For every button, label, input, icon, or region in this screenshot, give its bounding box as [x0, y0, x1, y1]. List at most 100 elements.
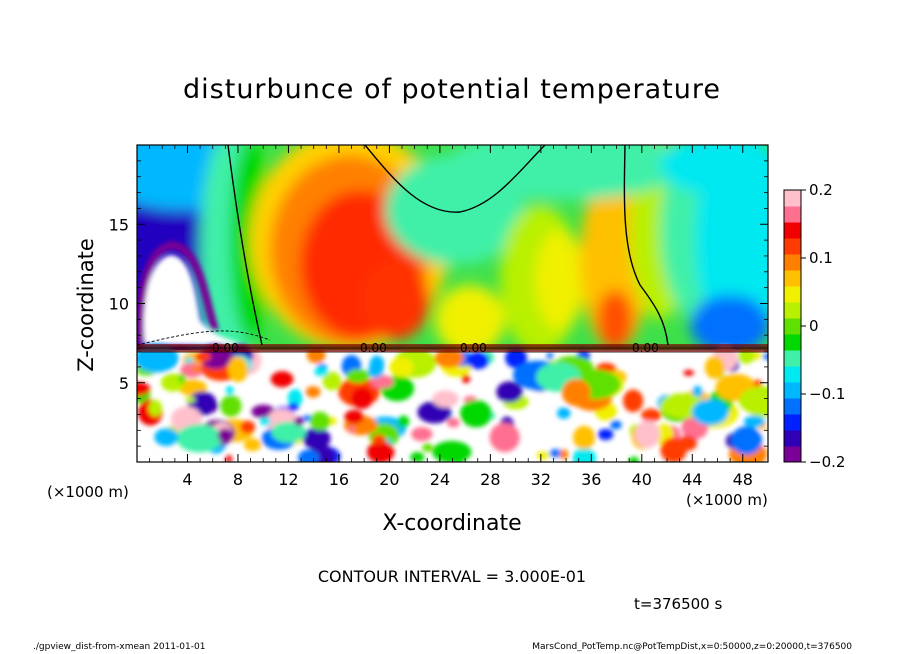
lower-patch	[148, 399, 163, 417]
lower-patch	[447, 417, 460, 428]
footer-left: ./gpview_dist-from-xmean 2011-01-01	[33, 642, 206, 652]
lower-patch	[461, 374, 471, 384]
colorbar-swatch	[784, 318, 801, 335]
colorbar-swatch	[784, 414, 801, 431]
lower-patch	[368, 363, 384, 379]
lower-patch	[195, 351, 211, 362]
interface-band	[137, 344, 768, 352]
colorbar-swatch	[784, 222, 801, 239]
field-blob	[445, 145, 685, 200]
lower-patch	[573, 425, 596, 450]
lower-patch	[220, 395, 242, 417]
lower-patch	[572, 447, 596, 462]
x-unit-left: (×1000 m)	[47, 483, 129, 501]
lower-patch	[372, 434, 386, 445]
lower-patch	[397, 415, 410, 428]
contour-lines	[137, 145, 669, 346]
time-stamp: t=376500 s	[634, 595, 723, 613]
lower-patch	[344, 409, 364, 425]
colorbar-swatch	[784, 350, 801, 367]
field-blob	[360, 260, 430, 340]
colorbar-swatch	[784, 238, 801, 255]
lower-patch	[628, 456, 640, 462]
lower-patch	[260, 417, 271, 426]
x-ticks: 4 8 12 16 20 24 28 32 36 40 44 48	[149, 145, 756, 489]
lower-patch	[683, 369, 695, 376]
contour-line	[623, 145, 669, 346]
lower-patch	[561, 378, 591, 407]
field-blob	[597, 290, 633, 350]
lower-patch	[641, 408, 662, 422]
field-blob	[435, 285, 505, 355]
colorbar-tick-label: 0	[809, 317, 819, 335]
lower-patch	[137, 382, 151, 396]
footer-right: MarsCond_PotTemp.nc@PotTempDist,x=0:5000…	[532, 642, 852, 652]
colorbar-swatch	[784, 270, 801, 287]
x-tick-label: 8	[233, 470, 243, 489]
lower-patch	[411, 427, 433, 442]
lower-patch	[546, 352, 554, 359]
lower-patch	[635, 420, 660, 449]
contour-label: 0.00	[360, 341, 387, 355]
lower-patch	[225, 455, 233, 462]
lower-patch	[287, 388, 303, 408]
lower-layer	[137, 344, 768, 462]
x-tick-label: 16	[329, 470, 349, 489]
x-tick-label: 44	[682, 470, 702, 489]
lower-patch	[294, 416, 304, 426]
purple-rim	[137, 240, 219, 346]
lower-patch	[738, 386, 768, 416]
lower-patch	[559, 449, 569, 460]
x-tick-label: 4	[182, 470, 192, 489]
x-unit-right: (×1000 m)	[686, 491, 768, 509]
lower-patch	[753, 379, 762, 387]
lower-patch	[240, 420, 256, 434]
lower-patch	[422, 443, 433, 452]
lower-patch	[660, 437, 687, 462]
lower-patch	[762, 353, 768, 360]
colorbar-tick-label: −0.2	[809, 453, 845, 471]
lower-patch	[496, 381, 523, 403]
contour-label: 0.00	[212, 341, 239, 355]
lower-patch	[410, 452, 425, 462]
contour-line	[364, 145, 546, 213]
lower-patch	[489, 422, 520, 453]
colorbar-tick-label: 0.2	[809, 181, 833, 199]
lower-patch	[691, 399, 729, 426]
chart-title: disturbunce of potential temperature	[183, 74, 721, 105]
lower-patch	[505, 347, 527, 369]
x-tick-label: 36	[581, 470, 601, 489]
contour-line	[227, 145, 263, 346]
x-tick-label: 28	[480, 470, 500, 489]
lower-patch	[270, 371, 294, 388]
y-ticks: 5 10 15	[109, 160, 768, 447]
x-tick-label: 48	[733, 470, 753, 489]
heatmap-field: 0.00 0.00 0.00 0.00	[137, 145, 768, 462]
contour-line	[137, 330, 271, 346]
lower-patch	[185, 396, 196, 403]
lower-patch	[322, 371, 342, 391]
lower-patch	[176, 424, 223, 453]
colorbar-swatch	[784, 398, 801, 415]
lower-patch	[370, 375, 394, 389]
contour-interval: CONTOUR INTERVAL = 3.000E-01	[317, 567, 587, 586]
lower-patch	[434, 348, 464, 368]
lower-patch	[467, 352, 489, 370]
x-tick-label: 32	[531, 470, 551, 489]
lower-patch	[623, 389, 644, 413]
contour-label: 0.00	[460, 341, 487, 355]
upper-features	[137, 240, 245, 346]
field-blob	[535, 230, 585, 330]
lower-patch	[367, 440, 395, 462]
x-tick-label: 20	[379, 470, 399, 489]
lower-patch	[225, 385, 234, 395]
lower-patch	[227, 356, 249, 383]
colorbar-swatch	[784, 302, 801, 319]
contour-label: 0.00	[632, 341, 659, 355]
x-tick-label: 12	[278, 470, 298, 489]
lower-patch	[328, 417, 337, 425]
lower-patch	[217, 428, 233, 443]
y-tick-label: 5	[119, 374, 129, 393]
